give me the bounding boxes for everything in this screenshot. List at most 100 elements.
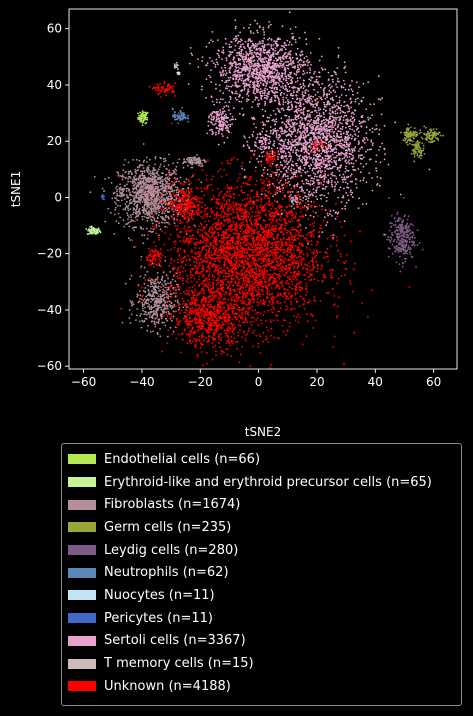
data-point <box>135 158 138 161</box>
data-point <box>210 81 213 83</box>
data-point <box>323 159 325 162</box>
data-point <box>149 186 152 189</box>
data-point <box>224 66 227 69</box>
data-point <box>316 114 319 117</box>
data-point <box>125 193 128 196</box>
data-point <box>292 94 295 97</box>
data-point <box>303 60 305 63</box>
data-point <box>157 202 160 205</box>
data-point <box>299 122 302 125</box>
data-point <box>343 105 345 108</box>
data-point <box>400 224 403 227</box>
data-point <box>303 204 306 207</box>
data-point <box>267 54 270 57</box>
data-point <box>162 202 165 205</box>
data-point <box>157 214 160 217</box>
data-point <box>314 116 317 119</box>
data-point <box>327 141 330 143</box>
data-point <box>338 174 341 177</box>
data-point <box>319 108 322 111</box>
data-point <box>281 212 283 215</box>
data-point <box>247 53 250 56</box>
data-point <box>332 106 335 109</box>
data-point <box>164 185 167 187</box>
data-point <box>155 278 158 280</box>
data-point <box>274 193 277 196</box>
data-point <box>320 125 322 128</box>
data-point <box>315 165 318 167</box>
data-point <box>252 131 255 133</box>
data-point <box>288 118 290 120</box>
data-point <box>139 226 142 229</box>
data-point <box>396 246 399 248</box>
data-point <box>432 128 435 131</box>
data-point <box>286 39 289 42</box>
data-point <box>283 46 286 49</box>
data-point <box>262 26 265 29</box>
data-point <box>301 91 304 93</box>
data-point <box>378 184 381 187</box>
data-point <box>266 53 269 55</box>
data-point <box>298 87 301 90</box>
data-point <box>159 205 162 208</box>
data-point <box>418 151 421 153</box>
data-point <box>254 92 256 95</box>
data-point <box>331 153 334 156</box>
data-point <box>410 153 413 155</box>
data-point <box>297 66 299 69</box>
data-point <box>154 323 157 326</box>
data-point <box>273 40 275 42</box>
data-point <box>287 83 290 85</box>
data-point <box>148 308 151 310</box>
data-point <box>237 66 240 69</box>
data-point <box>276 71 279 74</box>
data-point <box>126 214 129 217</box>
data-point <box>390 215 393 217</box>
data-point <box>347 125 350 128</box>
data-point <box>167 184 170 187</box>
data-point <box>309 163 312 166</box>
data-point <box>222 69 225 72</box>
data-point <box>401 239 404 241</box>
data-point <box>89 191 92 194</box>
data-point <box>131 182 134 185</box>
data-point <box>167 199 170 201</box>
data-point <box>242 27 245 29</box>
data-point <box>164 324 167 327</box>
data-point <box>153 310 155 312</box>
data-point <box>395 241 398 243</box>
data-point <box>406 252 408 255</box>
data-point <box>307 200 309 203</box>
data-point <box>139 212 142 215</box>
data-point <box>126 183 128 186</box>
data-point <box>294 171 297 174</box>
data-point <box>275 72 278 75</box>
data-point <box>291 80 293 83</box>
data-point <box>123 187 126 190</box>
data-point <box>343 114 346 117</box>
data-point <box>157 281 159 284</box>
data-point <box>298 89 300 92</box>
data-point <box>225 59 228 62</box>
data-point <box>142 164 144 167</box>
data-point <box>144 306 146 309</box>
data-point <box>308 124 311 127</box>
data-point <box>321 141 324 144</box>
data-point <box>281 121 284 124</box>
data-point <box>326 101 329 104</box>
data-point <box>243 88 246 91</box>
data-point <box>362 177 365 179</box>
data-point <box>124 282 127 285</box>
data-point <box>187 187 190 190</box>
data-point <box>151 314 154 317</box>
data-point <box>258 103 261 105</box>
data-point <box>115 190 118 193</box>
data-point <box>333 130 336 133</box>
data-point <box>329 155 332 158</box>
data-point <box>431 140 434 143</box>
data-point <box>139 314 142 317</box>
data-point <box>292 35 295 38</box>
data-point <box>405 244 407 247</box>
data-point <box>293 72 296 75</box>
data-point <box>367 81 370 84</box>
